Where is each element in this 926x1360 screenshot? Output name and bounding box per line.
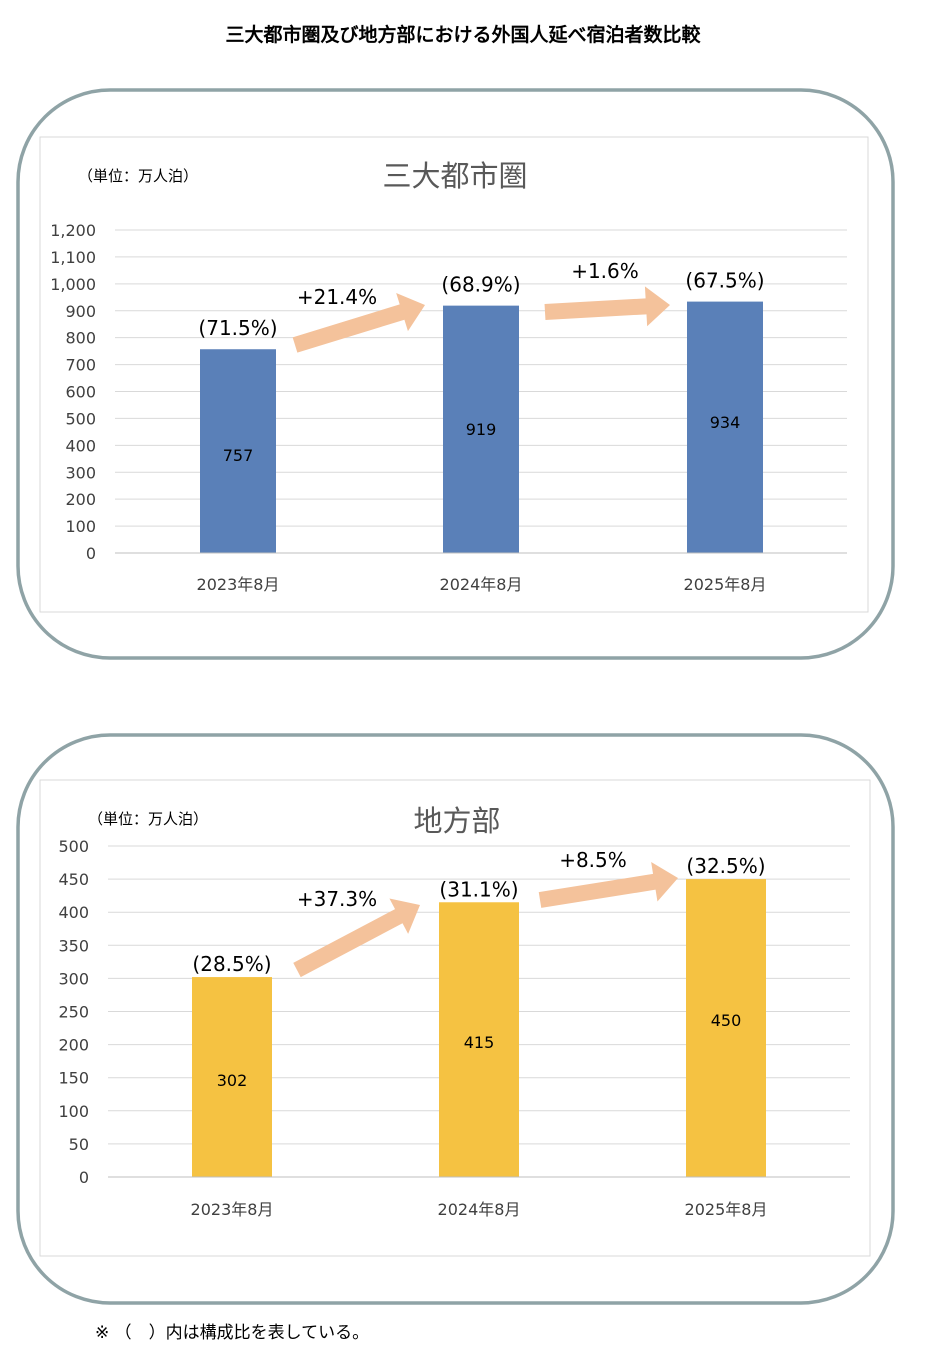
y-tick-label: 800: [65, 329, 96, 348]
bar-value-label: 415: [464, 1033, 495, 1052]
growth-label: +1.6%: [571, 259, 639, 283]
y-tick-label: 250: [58, 1003, 89, 1022]
bar-value-label: 919: [466, 420, 497, 439]
y-tick-label: 150: [58, 1069, 89, 1088]
y-tick-label: 900: [65, 302, 96, 321]
unit-label: （単位：万人泊）: [78, 167, 198, 185]
share-label: (68.9%): [441, 273, 520, 297]
y-tick-label: 1,200: [50, 221, 96, 240]
y-tick-label: 0: [86, 544, 96, 563]
x-category-label: 2023年8月: [191, 1200, 274, 1219]
y-tick-label: 100: [58, 1102, 89, 1121]
y-tick-label: 600: [65, 383, 96, 402]
x-category-label: 2024年8月: [438, 1200, 521, 1219]
chart-panel-frame: [16, 733, 895, 1305]
chart-title: 地方部: [413, 804, 500, 838]
y-tick-label: 50: [69, 1135, 89, 1154]
bar-value-label: 757: [223, 446, 254, 465]
growth-arrow: [538, 862, 678, 908]
chart-title: 三大都市圏: [382, 159, 527, 193]
share-label: (71.5%): [198, 316, 277, 340]
y-tick-label: 500: [65, 409, 96, 428]
y-tick-label: 350: [58, 936, 89, 955]
growth-arrow: [292, 292, 425, 353]
x-category-label: 2023年8月: [197, 575, 280, 594]
bar: [443, 305, 519, 553]
bar: [192, 977, 272, 1177]
share-label: (32.5%): [686, 854, 765, 878]
share-label: (31.1%): [439, 877, 518, 901]
x-category-label: 2025年8月: [684, 575, 767, 594]
y-tick-label: 200: [65, 490, 96, 509]
share-label: (28.5%): [192, 952, 271, 976]
bar: [686, 879, 766, 1177]
bar: [200, 349, 276, 553]
growth-label: +21.4%: [297, 285, 377, 309]
growth-label: +37.3%: [297, 887, 377, 911]
x-category-label: 2025年8月: [685, 1200, 768, 1219]
y-tick-label: 0: [79, 1168, 89, 1187]
y-tick-label: 1,100: [50, 248, 96, 267]
bar-value-label: 302: [217, 1071, 248, 1090]
y-tick-label: 1,000: [50, 275, 96, 294]
growth-arrow: [544, 286, 670, 327]
bar: [439, 902, 519, 1177]
x-category-label: 2024年8月: [440, 575, 523, 594]
growth-label: +8.5%: [559, 848, 627, 872]
y-tick-label: 700: [65, 356, 96, 375]
y-tick-label: 400: [58, 903, 89, 922]
y-tick-label: 200: [58, 1036, 89, 1055]
y-tick-label: 400: [65, 436, 96, 455]
unit-label: （単位：万人泊）: [88, 810, 208, 828]
bar-value-label: 450: [711, 1011, 742, 1030]
share-label: (67.5%): [685, 269, 764, 293]
growth-arrow: [293, 898, 420, 978]
y-tick-label: 300: [65, 463, 96, 482]
bar: [687, 301, 763, 553]
y-tick-label: 450: [58, 870, 89, 889]
y-tick-label: 500: [58, 837, 89, 856]
chart-panel-frame: [16, 88, 895, 660]
y-tick-label: 300: [58, 969, 89, 988]
page-title: 三大都市圏及び地方部における外国人延べ宿泊者数比較: [225, 24, 701, 46]
y-tick-label: 100: [65, 517, 96, 536]
bar-value-label: 934: [710, 413, 741, 432]
footnote: ※ （ ）内は構成比を表している。: [95, 1323, 370, 1343]
